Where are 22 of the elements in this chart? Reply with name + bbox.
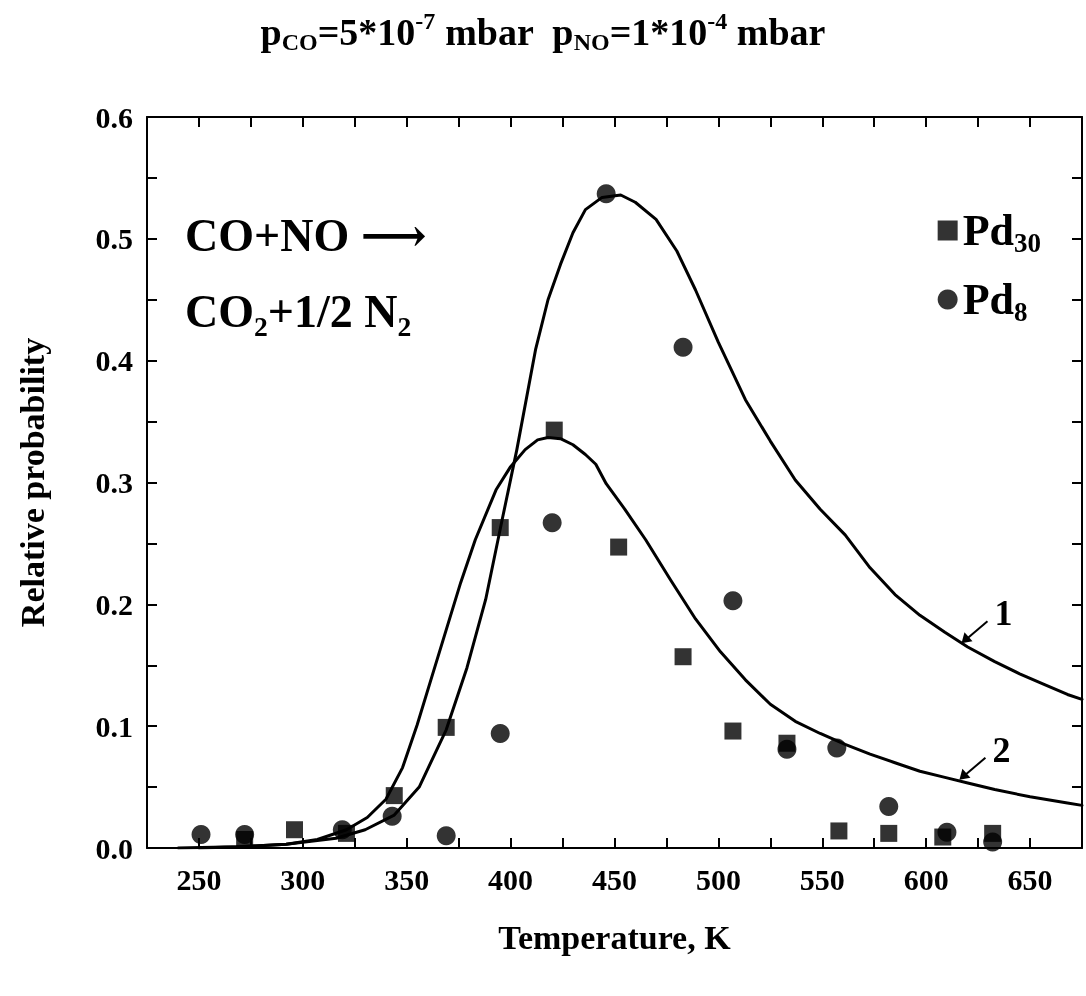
x-tick-label: 650 [1007, 862, 1053, 896]
x-tick-label: 450 [592, 862, 637, 896]
x-tick-label: 300 [280, 862, 326, 896]
x-tick-label: 350 [384, 862, 430, 896]
y-tick-label: 0.6 [95, 100, 133, 134]
x-tick-label: 250 [176, 862, 222, 896]
annotation: CO+NO ⟶ [185, 209, 427, 261]
annotation: 1 [994, 593, 1013, 634]
x-tick-label: 600 [903, 862, 949, 896]
x-axis-title: Temperature, K [498, 918, 732, 956]
annotation: 2 [992, 729, 1011, 770]
y-tick-label: 0.1 [95, 709, 133, 743]
y-tick-label: 0.4 [95, 344, 133, 378]
y-tick-label: 0.3 [95, 466, 133, 499]
annotation: CO₂+1/2 N₂ [185, 285, 412, 337]
y-tick-label: 0.0 [95, 831, 133, 865]
y-tick-label: 0.5 [95, 222, 133, 256]
y-tick-label: 0.2 [95, 587, 133, 621]
x-tick-label: 400 [488, 862, 534, 896]
x-tick-label: 550 [799, 862, 845, 896]
x-tick-label: 500 [695, 862, 741, 896]
y-axis-title: Relative probability [13, 337, 51, 628]
